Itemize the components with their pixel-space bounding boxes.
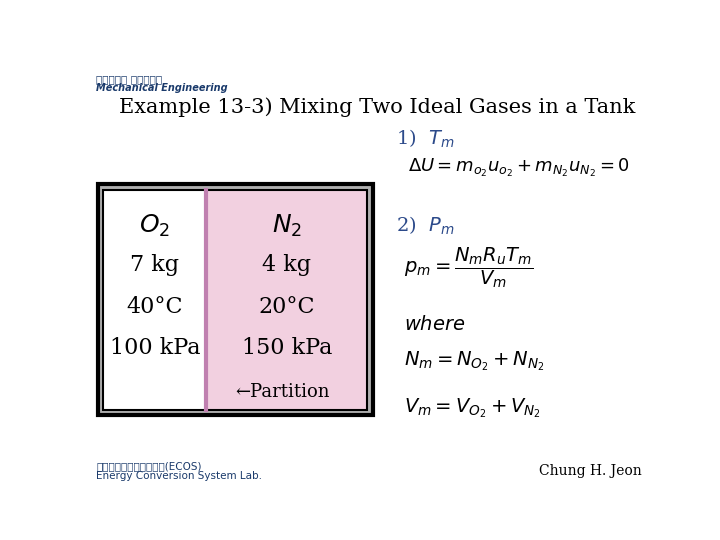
Text: $N_2$: $N_2$: [272, 213, 302, 239]
Text: 100 kPa: 100 kPa: [109, 338, 200, 360]
Text: 4 kg: 4 kg: [262, 254, 312, 276]
Text: 2)  $P_m$: 2) $P_m$: [396, 215, 454, 237]
Text: $\mathit{where}$: $\mathit{where}$: [404, 315, 465, 334]
Text: ←Partition: ←Partition: [236, 382, 330, 401]
Text: $V_m = V_{O_2} + V_{N_2}$: $V_m = V_{O_2} + V_{N_2}$: [404, 396, 541, 420]
Text: $p_m = \dfrac{N_m R_u T_m}{V_m}$: $p_m = \dfrac{N_m R_u T_m}{V_m}$: [404, 246, 533, 291]
Text: Example 13-3) Mixing Two Ideal Gases in a Tank: Example 13-3) Mixing Two Ideal Gases in …: [119, 97, 635, 117]
Text: 1)  $T_m$: 1) $T_m$: [396, 128, 455, 150]
Text: $\Delta U = m_{o_2}u_{o_2} + m_{N_2}u_{N_2} = 0$: $\Delta U = m_{o_2}u_{o_2} + m_{N_2}u_{N…: [408, 157, 629, 179]
Text: 20°C: 20°C: [258, 296, 315, 318]
Text: $N_m = N_{O_2} + N_{N_2}$: $N_m = N_{O_2} + N_{N_2}$: [404, 350, 544, 373]
Bar: [103, 190, 207, 410]
Text: 150 kPa: 150 kPa: [242, 338, 332, 360]
Text: 40°C: 40°C: [127, 296, 183, 318]
Text: 7 kg: 7 kg: [130, 254, 179, 276]
Text: Energy Conversion System Lab.: Energy Conversion System Lab.: [96, 470, 262, 481]
Text: $O_2$: $O_2$: [139, 213, 171, 239]
Text: 에너지변환시스템연구실(ECOS): 에너지변환시스템연구실(ECOS): [96, 461, 202, 471]
Bar: [207, 190, 367, 410]
Text: 부산대학교 기계공학부: 부산대학교 기계공학부: [96, 74, 162, 84]
Text: Chung H. Jeon: Chung H. Jeon: [539, 463, 642, 477]
Text: Mechanical Engineering: Mechanical Engineering: [96, 83, 228, 93]
Bar: [98, 184, 373, 415]
